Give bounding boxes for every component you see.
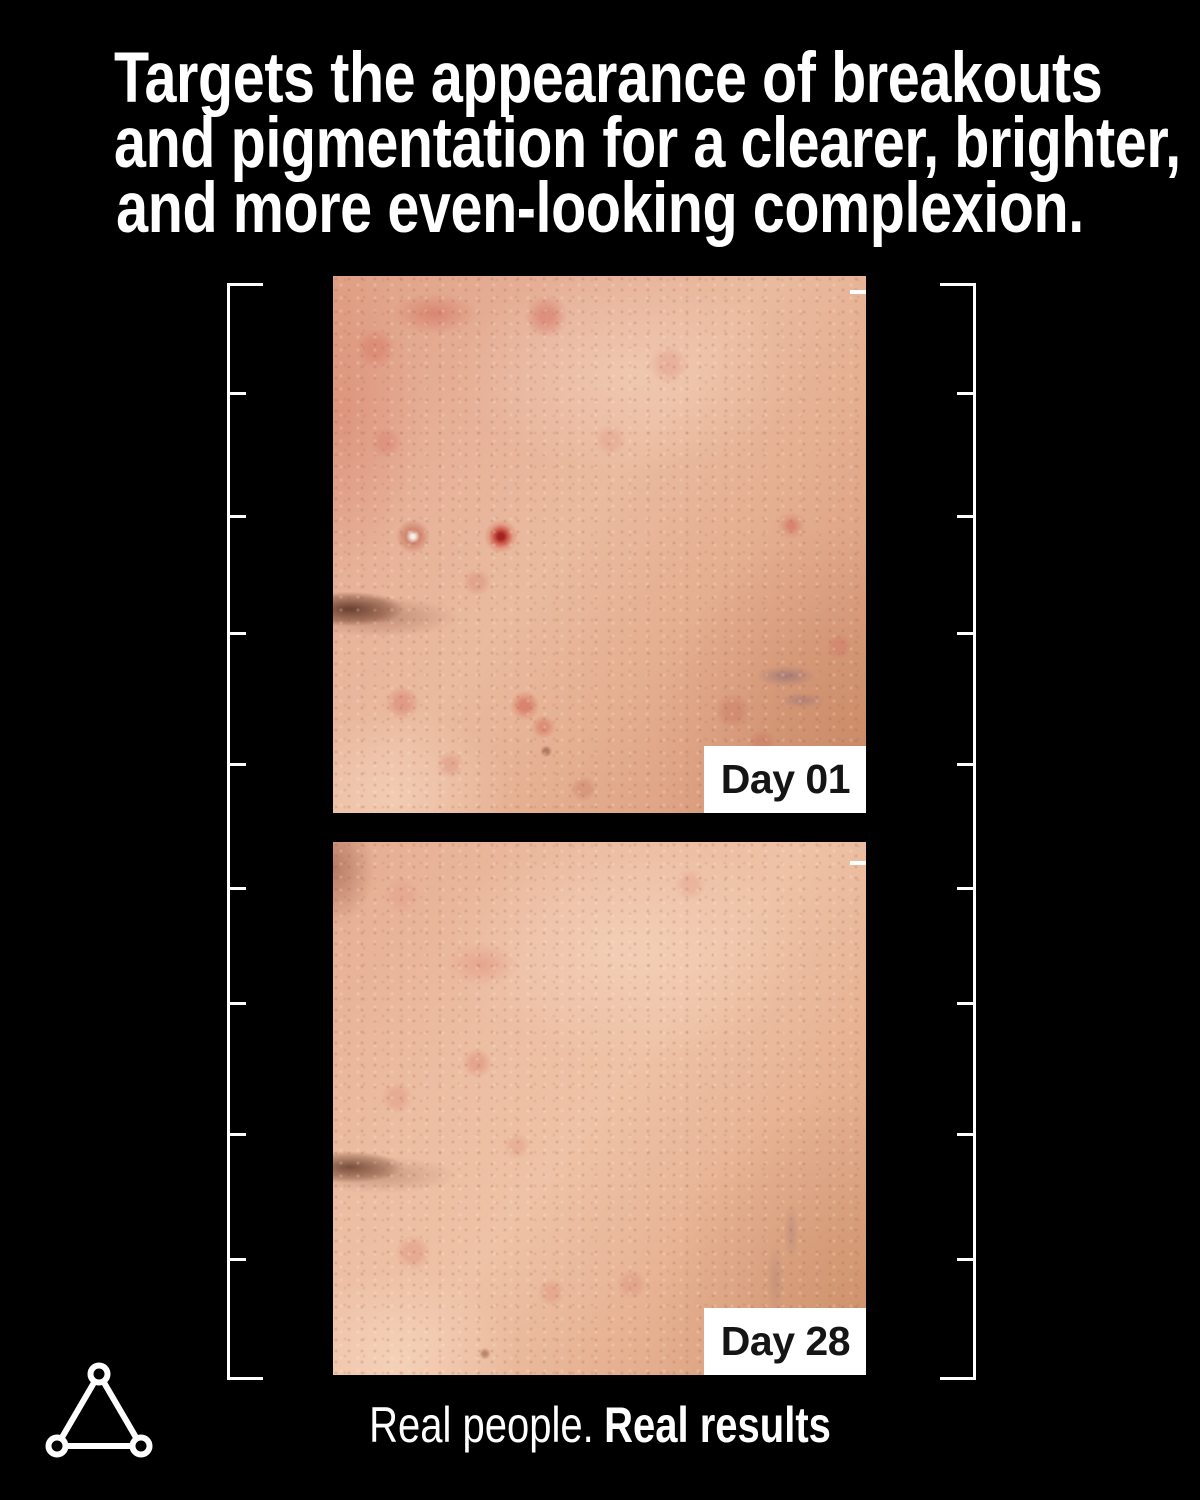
headline: Targets the appearance of breakouts and …: [0, 39, 1200, 248]
photo-crop-mark-dash: [850, 290, 866, 294]
ruler-tick: [957, 1002, 973, 1005]
photo-crop-mark-dash: [850, 861, 866, 865]
ruler-tick: [957, 1258, 973, 1261]
ruler-tick: [957, 632, 973, 635]
ruler-tick: [957, 392, 973, 395]
day28-label-text: Day 28: [720, 1318, 851, 1364]
before-photo-day01: Day 01: [333, 276, 866, 813]
skin-texture: [333, 842, 866, 1375]
ruler-tick: [230, 392, 246, 395]
headline-line-2: and pigmentation for a clearer, brighter…: [114, 104, 1181, 183]
ruler-tick: [230, 1258, 246, 1261]
day01-label: Day 01: [703, 746, 866, 813]
ruler-tick: [230, 887, 246, 890]
tagline: Real people. Real results: [120, 1398, 1080, 1453]
ruler-tick: [957, 1133, 973, 1136]
ruler-tick: [230, 1002, 246, 1005]
ruler-tick: [957, 515, 973, 518]
ruler-left-bracket: [227, 283, 263, 1380]
headline-line-1: Targets the appearance of breakouts: [114, 39, 1103, 118]
ruler-tick: [230, 632, 246, 635]
ruler-tick: [230, 515, 246, 518]
ruler-tick: [230, 763, 246, 766]
day01-label-text: Day 01: [720, 756, 851, 802]
ruler-tick: [957, 887, 973, 890]
after-photo-day28: Day 28: [333, 842, 866, 1375]
ruler-tick: [957, 763, 973, 766]
headline-line-3: and more even-looking complexion.: [116, 169, 1084, 248]
day28-label: Day 28: [703, 1308, 866, 1375]
tagline-bold-text: Real results: [604, 1397, 831, 1453]
ruler-right-bracket: [940, 283, 976, 1380]
triangle-brand-logo-icon: [45, 1362, 153, 1458]
tagline-regular-text: Real people.: [369, 1397, 594, 1453]
skin-texture: [333, 276, 866, 813]
ruler-tick: [230, 1133, 246, 1136]
